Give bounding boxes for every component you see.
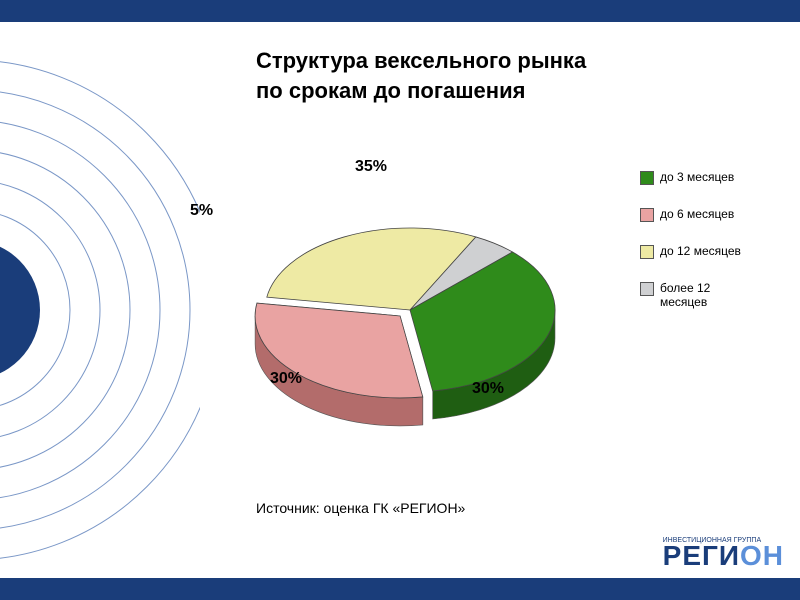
legend-label: до 3 месяцев bbox=[660, 170, 734, 184]
legend-item: до 6 месяцев bbox=[640, 207, 760, 222]
brand-logo: ИНВЕСТИЦИОННАЯ ГРУППА РЕГИОН bbox=[663, 537, 784, 572]
legend-swatch bbox=[640, 245, 654, 259]
legend-swatch bbox=[640, 282, 654, 296]
legend-item: более 12 месяцев bbox=[640, 281, 760, 310]
bottom-bar bbox=[0, 578, 800, 600]
legend-item: до 3 месяцев bbox=[640, 170, 760, 185]
background-arcs bbox=[0, 50, 200, 570]
legend-swatch bbox=[640, 208, 654, 222]
pie-chart bbox=[180, 140, 620, 450]
pct-label: 30% bbox=[472, 380, 504, 398]
legend-label: до 6 месяцев bbox=[660, 207, 734, 221]
pct-label: 30% bbox=[270, 370, 302, 388]
brand-name-a: РЕГИ bbox=[663, 540, 740, 571]
chart-title: Структура вексельного рынкапо срокам до … bbox=[256, 46, 716, 105]
slide: Структура вексельного рынкапо срокам до … bbox=[0, 0, 800, 600]
brand-name-b: ОН bbox=[740, 540, 784, 571]
source-text: Источник: оценка ГК «РЕГИОН» bbox=[256, 500, 465, 516]
legend-swatch bbox=[640, 171, 654, 185]
pct-label: 35% bbox=[355, 158, 387, 176]
legend-label: до 12 месяцев bbox=[660, 244, 741, 258]
pct-label: 5% bbox=[190, 202, 213, 220]
legend-label: более 12 месяцев bbox=[660, 281, 760, 310]
top-bar bbox=[0, 0, 800, 22]
legend-item: до 12 месяцев bbox=[640, 244, 760, 259]
legend: до 3 месяцев до 6 месяцев до 12 месяцев бол… bbox=[640, 170, 760, 332]
